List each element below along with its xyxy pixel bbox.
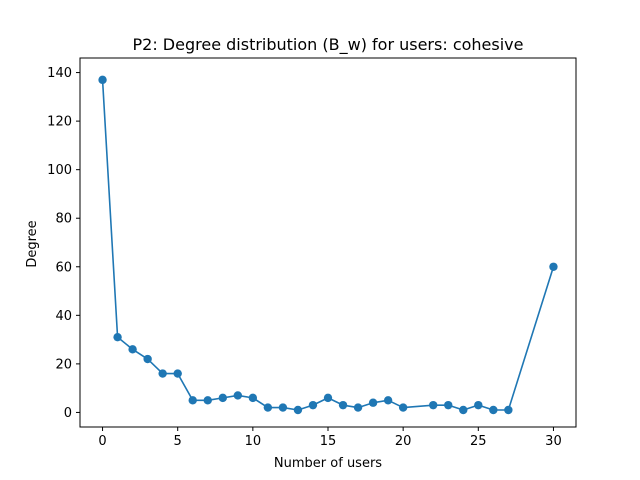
x-tick-label-2: 10 bbox=[245, 434, 262, 449]
x-tick-label-4: 20 bbox=[395, 434, 412, 449]
x-tick-label-6: 30 bbox=[545, 434, 562, 449]
series-0-point-13 bbox=[293, 405, 303, 415]
y-tick-label-3: 60 bbox=[55, 260, 72, 275]
series-0-point-23 bbox=[459, 405, 468, 415]
y-tick-label-0: 0 bbox=[64, 406, 72, 421]
series-0-point-1 bbox=[113, 332, 122, 342]
series-0-point-10 bbox=[248, 393, 258, 403]
y-tick-label-7: 140 bbox=[47, 66, 72, 81]
series-0-point-4 bbox=[158, 369, 167, 378]
x-tick-label-3: 15 bbox=[320, 434, 337, 449]
series-0-point-11 bbox=[263, 403, 273, 412]
series-0-point-27 bbox=[549, 262, 558, 271]
series-0-point-20 bbox=[398, 403, 408, 412]
plot-area: 0 5 10 15 20 25 30 0 20 40 60 80 100 120 140 bbox=[47, 57, 577, 449]
y-tick-label-5: 100 bbox=[47, 163, 72, 178]
y-tick-label-6: 120 bbox=[47, 115, 72, 130]
y-tick-label-4: 80 bbox=[55, 212, 72, 227]
series-0-point-9 bbox=[233, 391, 243, 400]
series-0-point-22 bbox=[444, 400, 453, 410]
series-0-point-19 bbox=[383, 396, 393, 405]
series-0-point-25 bbox=[489, 405, 498, 415]
series-0-point-5 bbox=[173, 369, 182, 378]
series-0-line bbox=[101, 79, 555, 411]
series-0-point-16 bbox=[338, 400, 348, 410]
series-0-point-3 bbox=[143, 354, 152, 364]
y-axis-label: Degree bbox=[25, 220, 40, 267]
series-0-point-8 bbox=[218, 393, 227, 403]
series-0-point-0 bbox=[98, 75, 107, 85]
series-0-point-6 bbox=[188, 396, 197, 405]
y-tick-label-1: 20 bbox=[55, 357, 72, 372]
series-0-point-21 bbox=[429, 400, 438, 410]
series-0-point-18 bbox=[368, 398, 378, 407]
series-0-point-26 bbox=[504, 405, 513, 415]
chart-title: P2: Degree distribution (B_w) for users:… bbox=[133, 35, 524, 55]
series-0-point-15 bbox=[323, 393, 333, 403]
series-0-point-7 bbox=[203, 396, 212, 405]
x-tick-label-5: 25 bbox=[470, 434, 487, 449]
series-0-point-24 bbox=[474, 400, 483, 410]
x-tick-label-1: 5 bbox=[174, 434, 182, 449]
series-0-point-12 bbox=[278, 403, 288, 412]
series-0-point-2 bbox=[128, 345, 137, 354]
series-0-point-14 bbox=[308, 400, 318, 410]
x-axis-label: Number of users bbox=[274, 456, 382, 471]
y-tick-label-2: 40 bbox=[55, 309, 72, 324]
x-tick-label-0: 0 bbox=[98, 434, 106, 449]
series-0-point-17 bbox=[353, 403, 363, 412]
